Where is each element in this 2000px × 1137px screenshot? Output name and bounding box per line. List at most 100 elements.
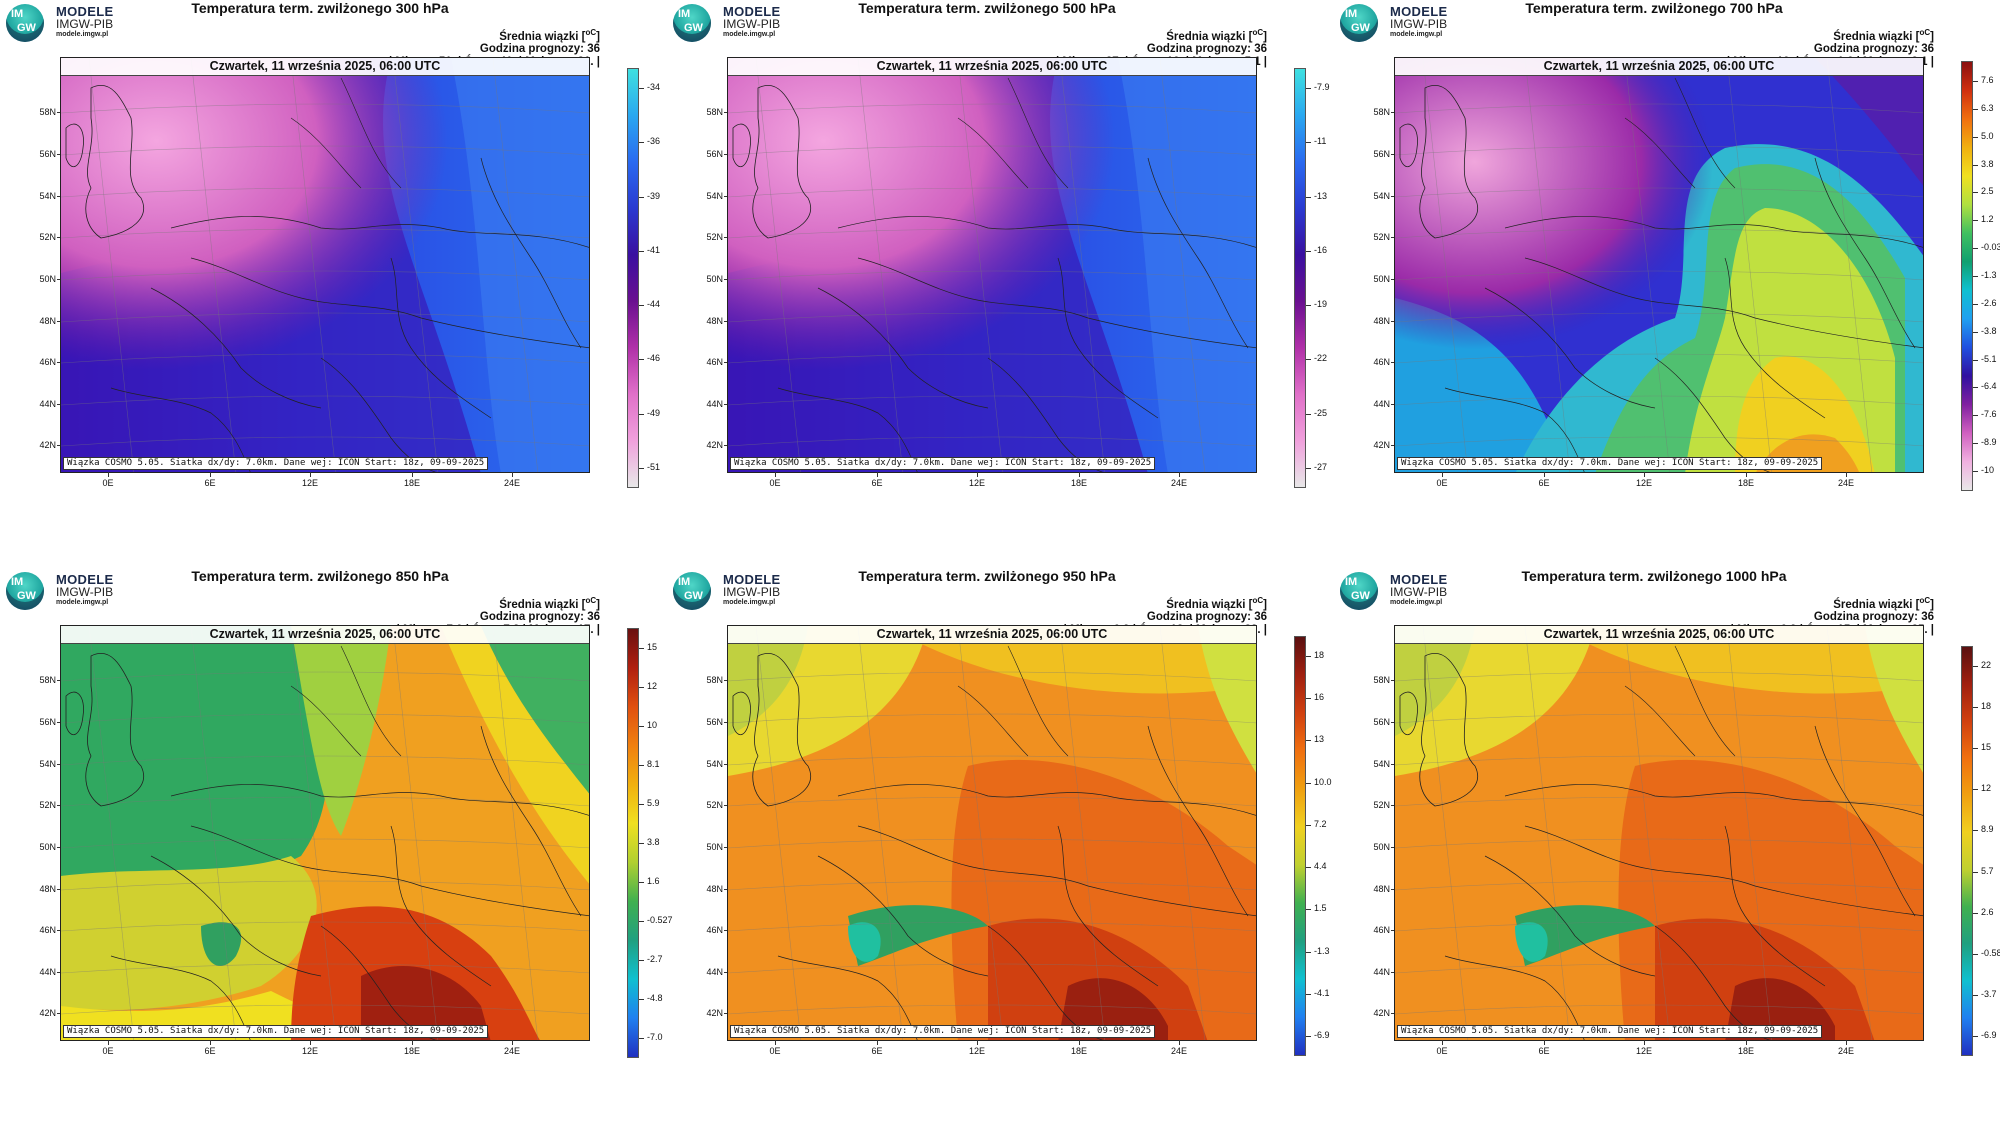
map-area[interactable]: Czwartek, 11 września 2025, 06:00 UTC Wi…	[727, 625, 1257, 1041]
logo-subtitle: IMGW-PIB	[723, 17, 781, 31]
imgw-logo[interactable]: IM GW MODELE IMGW-PIB modele.imgw.pl	[673, 4, 793, 44]
colorbar-tick-label: 18	[1972, 701, 1992, 711]
latitude-label: 52N	[30, 232, 62, 242]
colorbar-tick-label: -4.8	[639, 993, 663, 1003]
longitude-label: 24E	[1164, 472, 1194, 488]
longitude-label: 18E	[397, 1040, 427, 1056]
colorbar-tick-label: 13	[1305, 734, 1325, 744]
colorbar	[627, 68, 639, 488]
latitude-label: 58N	[697, 107, 729, 117]
longitude-label: 6E	[862, 1040, 892, 1056]
latitude-label: 46N	[30, 925, 62, 935]
map-area[interactable]: Czwartek, 11 września 2025, 06:00 UTC Wi…	[60, 57, 590, 473]
colorbar	[1294, 636, 1306, 1056]
latitude-label: 44N	[30, 399, 62, 409]
longitude-label: 0E	[93, 1040, 123, 1056]
imgw-logo[interactable]: IM GW MODELE IMGW-PIB modele.imgw.pl	[1340, 4, 1460, 44]
latitude-label: 52N	[1364, 800, 1396, 810]
latitude-label: 56N	[697, 717, 729, 727]
ensemble-mean-label: Średnia wiązki [oC]	[499, 28, 600, 43]
ensemble-mean-label: Średnia wiązki [oC]	[1833, 28, 1934, 43]
colorbar-tick-label: -3.8	[1973, 326, 1997, 336]
latitude-label: 44N	[30, 967, 62, 977]
latitude-label: 46N	[1364, 925, 1396, 935]
forecast-panel: IM GW MODELE IMGW-PIB modele.imgw.pl Tem…	[0, 0, 660, 560]
latitude-label: 54N	[1364, 759, 1396, 769]
logo-url: modele.imgw.pl	[56, 599, 109, 606]
latitude-label: 52N	[697, 800, 729, 810]
latitude-label: 54N	[697, 759, 729, 769]
colorbar-tick-label: -25	[1305, 408, 1328, 418]
longitude-label: 12E	[962, 472, 992, 488]
imgw-logo[interactable]: IM GW MODELE IMGW-PIB modele.imgw.pl	[673, 572, 793, 612]
colorbar-tick-label: 3.8	[1973, 159, 1994, 169]
logo-subtitle: IMGW-PIB	[723, 585, 781, 599]
colorbar-tick-label: -22	[1305, 353, 1328, 363]
longitude-label: 6E	[195, 472, 225, 488]
longitude-label: 12E	[295, 1040, 325, 1056]
latitude-label: 52N	[697, 232, 729, 242]
colorbar-tick-label: 6.3	[1973, 103, 1994, 113]
imgw-logo-icon: IM GW	[6, 572, 44, 610]
colorbar-tick-label: -34	[638, 82, 661, 92]
latitude-label: 42N	[697, 1008, 729, 1018]
colorbar-tick-label: 8.1	[639, 759, 660, 769]
latitude-label: 50N	[30, 842, 62, 852]
longitude-label: 24E	[1831, 1040, 1861, 1056]
model-note: Wiązka COSMO 5.05. Siatka dx/dy: 7.0km. …	[63, 457, 489, 470]
map-field	[728, 626, 1256, 1040]
colorbar-tick-label: 15	[638, 642, 658, 652]
map-area[interactable]: Czwartek, 11 września 2025, 06:00 UTC Wi…	[727, 57, 1257, 473]
latitude-label: 58N	[697, 675, 729, 685]
colorbar-tick-label: 3.8	[639, 837, 660, 847]
colorbar-tick-label: -36	[638, 136, 661, 146]
colorbar-tick-label: -11	[1305, 136, 1327, 146]
longitude-label: 6E	[862, 472, 892, 488]
forecast-hour: Godzina prognozy: 36	[1146, 611, 1267, 624]
panel-title: Temperatura term. zwilżonego 950 hPa	[858, 568, 1116, 584]
colorbar-tick-label: 15	[1972, 742, 1992, 752]
latitude-label: 56N	[697, 149, 729, 159]
date-banner: Czwartek, 11 września 2025, 06:00 UTC	[61, 626, 589, 644]
latitude-label: 58N	[1364, 107, 1396, 117]
map-field	[1395, 626, 1923, 1040]
colorbar-tick-label: -6.4	[1973, 381, 1997, 391]
latitude-label: 48N	[697, 884, 729, 894]
colorbar-tick-label: 10.0	[1306, 777, 1332, 787]
imgw-logo[interactable]: IM GW MODELE IMGW-PIB modele.imgw.pl	[1340, 572, 1460, 612]
colorbar-tick-label: -49	[638, 408, 661, 418]
forecast-hour: Godzina prognozy: 36	[1146, 43, 1267, 56]
latitude-label: 48N	[697, 316, 729, 326]
longitude-label: 12E	[295, 472, 325, 488]
imgw-logo-icon: IM GW	[673, 4, 711, 42]
latitude-label: 48N	[1364, 316, 1396, 326]
colorbar-tick-label: 5.7	[1973, 866, 1994, 876]
latitude-label: 48N	[30, 884, 62, 894]
map-area[interactable]: Czwartek, 11 września 2025, 06:00 UTC Wi…	[1394, 625, 1924, 1041]
colorbar-tick-label: -10	[1972, 465, 1995, 475]
colorbar-tick-label: -27	[1305, 462, 1328, 472]
latitude-label: 44N	[697, 399, 729, 409]
colorbar-tick-label: 5.0	[1973, 131, 1994, 141]
imgw-logo[interactable]: IM GW MODELE IMGW-PIB modele.imgw.pl	[6, 572, 126, 612]
map-field	[1395, 58, 1923, 472]
latitude-label: 56N	[30, 149, 62, 159]
date-banner: Czwartek, 11 września 2025, 06:00 UTC	[1395, 626, 1923, 644]
colorbar-tick-label: -7.6	[1973, 409, 1997, 419]
latitude-label: 58N	[1364, 675, 1396, 685]
longitude-label: 0E	[760, 1040, 790, 1056]
latitude-label: 52N	[30, 800, 62, 810]
map-area[interactable]: Czwartek, 11 września 2025, 06:00 UTC Wi…	[1394, 57, 1924, 473]
forecast-panel: IM GW MODELE IMGW-PIB modele.imgw.pl Tem…	[667, 568, 1332, 1128]
logo-url: modele.imgw.pl	[723, 31, 776, 38]
longitude-label: 24E	[1164, 1040, 1194, 1056]
longitude-label: 18E	[1731, 1040, 1761, 1056]
map-area[interactable]: Czwartek, 11 września 2025, 06:00 UTC Wi…	[60, 625, 590, 1041]
forecast-hour: Godzina prognozy: 36	[479, 611, 600, 624]
model-note: Wiązka COSMO 5.05. Siatka dx/dy: 7.0km. …	[730, 457, 1156, 470]
colorbar-tick-label: -6.9	[1973, 1030, 1997, 1040]
colorbar	[1294, 68, 1306, 488]
latitude-label: 48N	[30, 316, 62, 326]
colorbar-tick-label: 22	[1972, 660, 1992, 670]
imgw-logo[interactable]: IM GW MODELE IMGW-PIB modele.imgw.pl	[6, 4, 126, 44]
